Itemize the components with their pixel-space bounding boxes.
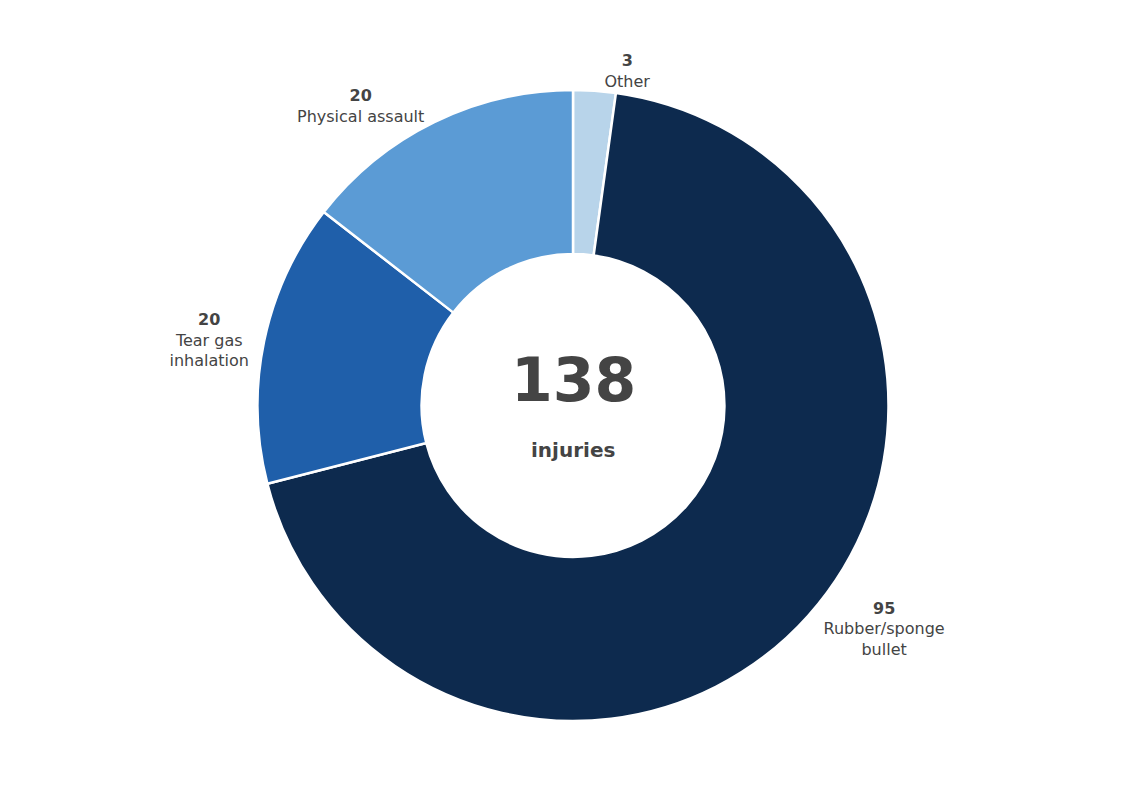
svg-text:injuries: injuries bbox=[531, 438, 615, 462]
svg-text:20Tear gasinhalation: 20Tear gasinhalation bbox=[170, 310, 249, 371]
svg-text:20Physical assault: 20Physical assault bbox=[297, 86, 424, 126]
svg-text:95Rubber/spongebullet: 95Rubber/spongebullet bbox=[824, 599, 945, 660]
svg-text:138: 138 bbox=[511, 345, 636, 415]
svg-text:3Other: 3Other bbox=[604, 51, 650, 91]
